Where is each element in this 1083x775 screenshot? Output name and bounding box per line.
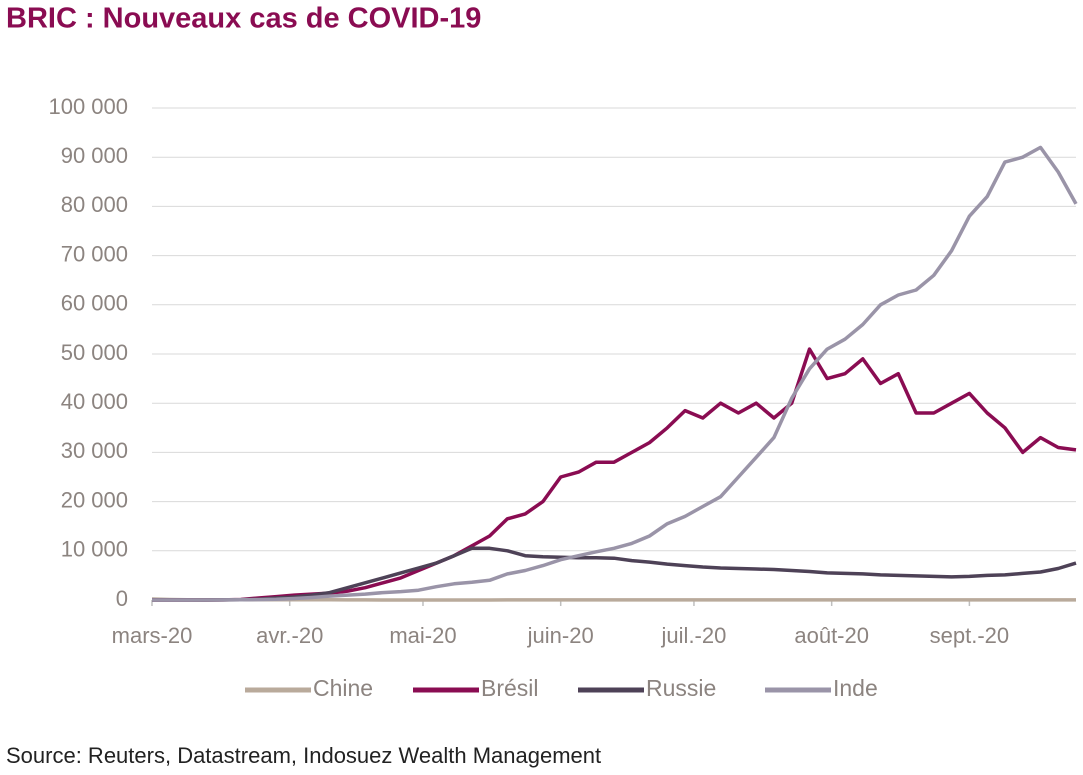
- series-line: [152, 546, 1077, 602]
- series-line: [152, 145, 1078, 602]
- y-tick-label: 30 000: [61, 438, 128, 463]
- y-tick-label: 20 000: [61, 487, 128, 512]
- x-tick-label: août-20: [794, 623, 869, 648]
- source-note: Source: Reuters, Datastream, Indosuez We…: [6, 743, 601, 768]
- y-tick-label: 100 000: [48, 94, 128, 119]
- legend-label: Brésil: [481, 675, 539, 701]
- y-tick-label: 80 000: [61, 192, 128, 217]
- y-tick-label: 90 000: [61, 143, 128, 168]
- series-line: [152, 347, 1077, 602]
- legend-label: Chine: [313, 675, 373, 701]
- legend-label: Inde: [833, 675, 878, 701]
- x-tick-label: sept.-20: [930, 623, 1010, 648]
- x-tick-label: juin-20: [527, 623, 594, 648]
- y-tick-label: 10 000: [61, 537, 128, 562]
- series-line: [151, 597, 1076, 602]
- chart-title: BRIC : Nouveaux cas de COVID-19: [6, 3, 481, 35]
- y-tick-label: 50 000: [61, 340, 128, 365]
- x-tick-label: mars-20: [112, 623, 193, 648]
- x-tick-label: mai-20: [389, 623, 456, 648]
- y-tick-label: 0: [116, 586, 128, 611]
- x-tick-label: juil.-20: [661, 623, 727, 648]
- y-tick-label: 70 000: [61, 241, 128, 266]
- y-tick-label: 40 000: [61, 389, 128, 414]
- y-tick-label: 60 000: [61, 291, 128, 316]
- legend-label: Russie: [646, 675, 716, 701]
- x-tick-label: avr.-20: [256, 623, 323, 648]
